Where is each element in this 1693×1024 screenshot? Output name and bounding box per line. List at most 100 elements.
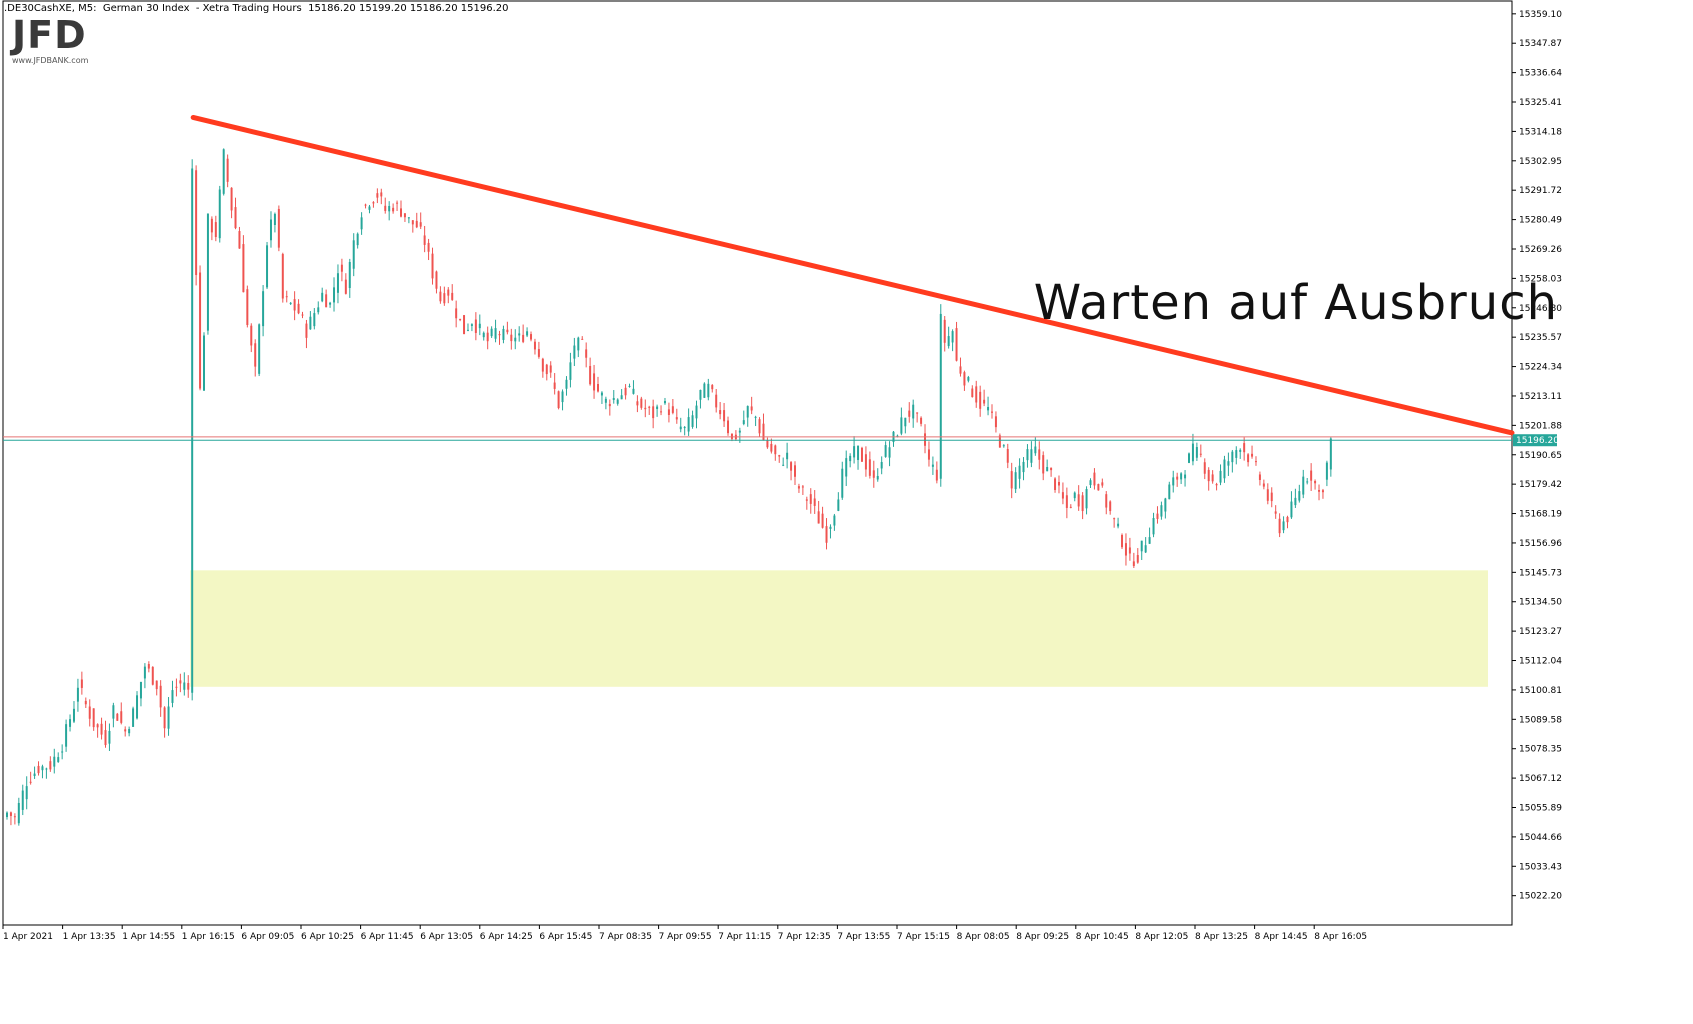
candle-body: [561, 391, 564, 403]
candle-body: [1231, 451, 1234, 463]
y-tick-label: 15347.87: [1519, 39, 1562, 49]
candle-body: [813, 498, 816, 506]
candle-body: [1002, 445, 1005, 447]
candle-body: [809, 494, 812, 504]
candle-body: [206, 213, 209, 331]
candle-body: [1014, 472, 1017, 490]
y-tick-label: 15190.65: [1519, 451, 1562, 461]
y-tick-label: 15336.64: [1519, 69, 1562, 79]
candle-body: [104, 730, 107, 746]
y-tick-label: 15112.04: [1519, 657, 1562, 667]
candle-body: [585, 349, 588, 358]
candle-body: [1191, 443, 1194, 462]
x-tick-label: 8 Apr 09:25: [1016, 932, 1069, 942]
candle-body: [924, 433, 927, 446]
candle-body: [1069, 506, 1072, 508]
candle-body: [1156, 513, 1159, 519]
candle-body: [17, 802, 20, 824]
candle-body: [1274, 511, 1277, 514]
candle-body: [979, 391, 982, 409]
candle-body: [675, 417, 678, 420]
candle-body: [226, 158, 229, 182]
candle-body: [269, 219, 272, 241]
candle-body: [356, 233, 359, 246]
candle-body: [1180, 473, 1183, 480]
candle-body: [455, 308, 458, 319]
candle-body: [569, 362, 572, 380]
candle-body: [6, 812, 8, 818]
candle-body: [1286, 516, 1289, 523]
candle-body: [175, 686, 178, 688]
candle-body: [837, 499, 840, 511]
candle-body: [593, 373, 596, 391]
candle-body: [691, 415, 694, 427]
candle-body: [29, 781, 32, 783]
candle-body: [254, 343, 257, 367]
candle-body: [959, 366, 962, 374]
y-tick-label: 15258.03: [1519, 274, 1562, 284]
candle-body: [336, 273, 339, 293]
candle-body: [352, 240, 355, 269]
candle-body: [1148, 537, 1151, 544]
candle-body: [218, 189, 221, 239]
y-tick-label: 15314.18: [1519, 127, 1562, 137]
candle-body: [1172, 477, 1175, 486]
candle-body: [9, 812, 12, 816]
candle-body: [1018, 465, 1021, 479]
candle-body: [313, 313, 316, 327]
candle-body: [616, 399, 619, 404]
candle-body: [589, 365, 592, 385]
y-tick-label: 15246.80: [1519, 304, 1562, 314]
y-tick-label: 15134.50: [1519, 598, 1562, 608]
logo-main-text: JFD: [12, 13, 87, 57]
candle-body: [888, 447, 891, 458]
x-tick-label: 8 Apr 14:45: [1255, 932, 1308, 942]
candle-body: [69, 719, 72, 727]
candle-body: [1325, 462, 1328, 480]
jfd-logo: JFD www.JFDBANK.com: [12, 16, 112, 68]
candle-body: [1215, 484, 1218, 486]
candle-body: [565, 379, 568, 389]
candle-body: [238, 231, 241, 249]
x-tick-label: 7 Apr 13:55: [837, 932, 890, 942]
candle-body: [518, 333, 521, 336]
candle-body: [1105, 494, 1108, 508]
candle-body: [258, 324, 261, 374]
candle-body: [1298, 491, 1301, 501]
candle-body: [1085, 489, 1088, 509]
candle-body: [474, 319, 477, 333]
candle-body: [829, 526, 832, 529]
candle-body: [21, 790, 24, 810]
candle-body: [750, 406, 753, 411]
candle-body: [1124, 543, 1127, 556]
support-zone: [190, 570, 1489, 687]
header-ohlc: 15186.20 15199.20 15186.20 15196.20: [308, 3, 509, 14]
candle-body: [1254, 461, 1257, 463]
logo-url: www.JFDBANK.com: [12, 56, 89, 65]
candle-body: [305, 323, 308, 338]
candle-body: [372, 202, 375, 204]
candle-body: [927, 449, 930, 460]
candle-body: [76, 687, 79, 702]
y-tick-label: 15168.19: [1519, 510, 1562, 520]
y-tick-label: 15123.27: [1519, 627, 1562, 637]
candle-body: [179, 680, 182, 684]
candle-body: [37, 765, 40, 774]
candle-body: [396, 202, 399, 204]
candle-body: [526, 331, 529, 336]
candle-body: [687, 417, 690, 432]
candle-body: [167, 706, 170, 729]
y-tick-label: 15145.73: [1519, 568, 1562, 578]
candle-body: [143, 666, 146, 679]
candle-body: [608, 403, 611, 407]
candle-body: [132, 708, 135, 727]
candle-body: [636, 401, 639, 406]
candle-body: [652, 406, 655, 419]
candle-body: [451, 292, 454, 300]
candle-body: [242, 244, 245, 293]
x-tick-label: 6 Apr 13:05: [420, 932, 473, 942]
candle-body: [514, 337, 517, 342]
y-tick-label: 15224.34: [1519, 363, 1562, 373]
candle-body: [65, 724, 68, 747]
candle-body: [1168, 484, 1171, 500]
